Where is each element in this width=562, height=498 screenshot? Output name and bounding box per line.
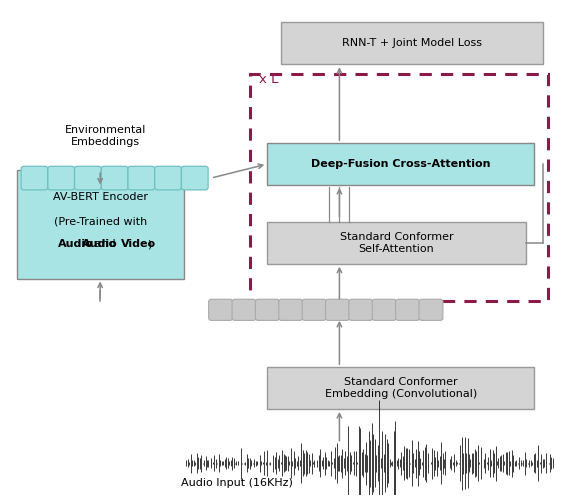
Text: Audio Input (16KHz): Audio Input (16KHz): [180, 478, 292, 488]
FancyBboxPatch shape: [17, 170, 184, 278]
Text: Environmental
Embeddings: Environmental Embeddings: [65, 125, 147, 146]
FancyBboxPatch shape: [325, 299, 350, 320]
FancyBboxPatch shape: [419, 299, 443, 320]
FancyBboxPatch shape: [279, 299, 303, 320]
FancyBboxPatch shape: [48, 166, 75, 190]
Text: Standard Conformer
Self-Attention: Standard Conformer Self-Attention: [339, 232, 454, 253]
FancyBboxPatch shape: [209, 299, 233, 320]
FancyBboxPatch shape: [128, 166, 155, 190]
Text: Video: Video: [121, 239, 156, 249]
FancyBboxPatch shape: [155, 166, 182, 190]
FancyBboxPatch shape: [101, 166, 128, 190]
FancyBboxPatch shape: [75, 166, 101, 190]
Text: AV-BERT Encoder: AV-BERT Encoder: [53, 192, 148, 202]
FancyBboxPatch shape: [281, 22, 542, 64]
FancyBboxPatch shape: [267, 222, 526, 264]
Text: (Pre-Trained with: (Pre-Trained with: [53, 217, 147, 227]
Text: Audio: Audio: [58, 239, 94, 249]
FancyBboxPatch shape: [349, 299, 373, 320]
FancyBboxPatch shape: [21, 166, 48, 190]
Text: Standard Conformer
Embedding (Convolutional): Standard Conformer Embedding (Convolutio…: [324, 377, 477, 399]
Text: Deep-Fusion Cross-Attention: Deep-Fusion Cross-Attention: [311, 159, 491, 169]
FancyBboxPatch shape: [232, 299, 256, 320]
FancyBboxPatch shape: [267, 367, 534, 409]
Text: x L: x L: [259, 73, 278, 86]
FancyBboxPatch shape: [396, 299, 420, 320]
Text: ): ): [147, 239, 152, 249]
Text: Audio: Audio: [82, 239, 118, 249]
FancyBboxPatch shape: [267, 143, 534, 185]
Text: RNN-T + Joint Model Loss: RNN-T + Joint Model Loss: [342, 38, 482, 48]
FancyBboxPatch shape: [255, 299, 279, 320]
FancyBboxPatch shape: [372, 299, 396, 320]
Text: and: and: [90, 239, 119, 249]
FancyBboxPatch shape: [182, 166, 208, 190]
FancyBboxPatch shape: [302, 299, 326, 320]
